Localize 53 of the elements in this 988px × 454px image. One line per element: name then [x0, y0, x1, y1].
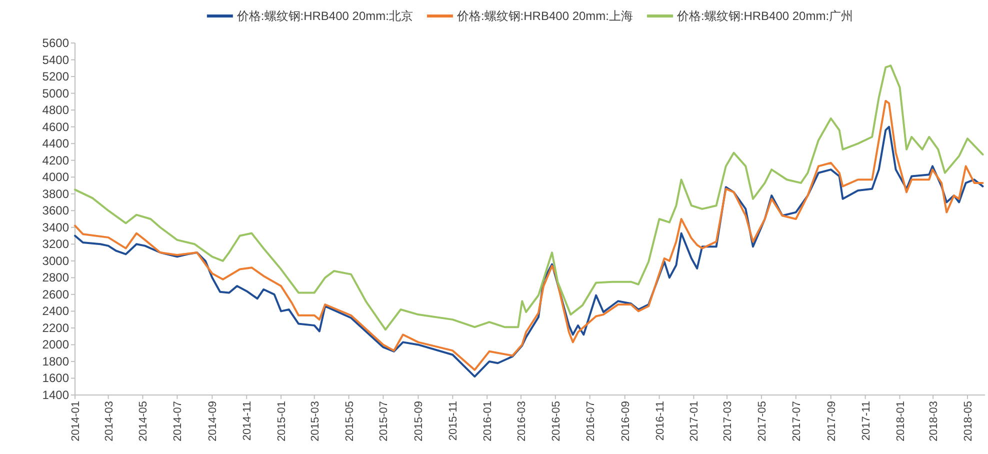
legend-label: 价格:螺纹钢:HRB400 20mm:广州 — [676, 9, 854, 23]
y-tick-label: 2600 — [42, 287, 70, 302]
x-tick-label: 2014-01 — [70, 401, 82, 442]
y-tick-label: 2200 — [42, 320, 70, 335]
y-tick-label: 4200 — [42, 153, 70, 168]
y-tick-label: 5200 — [42, 70, 70, 84]
y-tick-label: 5000 — [42, 86, 70, 100]
x-tick-label: 2016-03 — [516, 401, 528, 442]
legend-label: 价格:螺纹钢:HRB400 20mm:上海 — [456, 9, 634, 23]
y-tick-label: 2800 — [42, 270, 70, 285]
y-tick-label: 3000 — [42, 254, 70, 268]
x-tick-label: 2014-09 — [207, 401, 220, 442]
x-tick-label: 2016-11 — [654, 401, 666, 441]
y-tick-label: 1400 — [42, 388, 70, 402]
x-tick-label: 2017-03 — [722, 401, 734, 442]
y-tick-label: 3200 — [42, 237, 70, 252]
x-tick-label: 2015-07 — [378, 401, 390, 442]
x-tick-label: 2018-05 — [962, 401, 974, 442]
y-tick-label: 4000 — [42, 170, 70, 184]
x-tick-label: 2015-05 — [344, 401, 356, 442]
x-tick-label: 2017-09 — [826, 401, 838, 442]
y-tick-label: 4400 — [42, 136, 70, 151]
x-tick-label: 2018-03 — [928, 401, 940, 442]
x-tick-label: 2017-07 — [790, 401, 803, 442]
y-tick-label: 4600 — [42, 120, 70, 134]
y-tick-label: 3800 — [42, 186, 70, 201]
x-tick-label: 2015-03 — [309, 401, 322, 442]
x-tick-label: 2017-11 — [860, 401, 872, 441]
x-tick-label: 2016-01 — [482, 401, 494, 442]
x-tick-label: 2016-05 — [550, 401, 562, 442]
y-tick-label: 2400 — [42, 304, 70, 318]
x-tick-label: 2015-11 — [448, 401, 460, 441]
x-tick-label: 2017-01 — [688, 401, 701, 442]
y-tick-label: 4800 — [42, 103, 70, 118]
x-tick-label: 2015-01 — [276, 401, 288, 442]
y-tick-label: 3400 — [42, 220, 70, 234]
x-tick-label: 2017-05 — [756, 401, 768, 442]
y-tick-label: 1600 — [42, 371, 70, 386]
x-tick-label: 2014-07 — [172, 401, 184, 442]
line-series — [74, 64, 984, 331]
y-tick-label: 5600 — [42, 36, 70, 50]
y-tick-label: 2000 — [42, 338, 70, 352]
x-tick-label: 2014-03 — [103, 401, 116, 442]
y-tick-label: 1800 — [42, 354, 70, 368]
x-tick-label: 2014-05 — [138, 401, 150, 442]
y-tick-label: 3600 — [42, 204, 70, 218]
x-tick-label: 2015-09 — [413, 401, 426, 442]
legend-label: 价格:螺纹钢:HRB400 20mm:北京 — [236, 9, 413, 23]
y-tick-label: 5400 — [42, 52, 70, 67]
x-tick-label: 2016-09 — [620, 401, 632, 442]
x-tick-label: 2016-07 — [584, 401, 597, 442]
x-tick-label: 2018-01 — [894, 401, 907, 442]
x-tick-label: 2014-11 — [242, 401, 254, 441]
